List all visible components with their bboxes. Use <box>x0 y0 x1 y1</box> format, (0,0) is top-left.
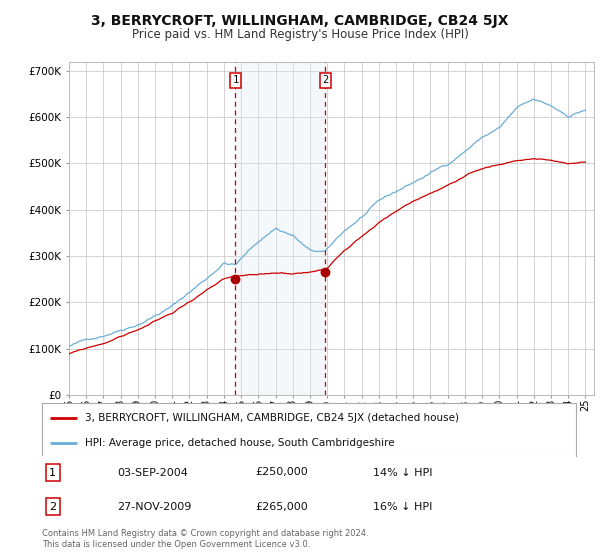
Text: Contains HM Land Registry data © Crown copyright and database right 2024.
This d: Contains HM Land Registry data © Crown c… <box>42 529 368 549</box>
Text: 2: 2 <box>49 502 56 512</box>
Text: 3, BERRYCROFT, WILLINGHAM, CAMBRIDGE, CB24 5JX (detached house): 3, BERRYCROFT, WILLINGHAM, CAMBRIDGE, CB… <box>85 413 459 423</box>
Text: 1: 1 <box>49 468 56 478</box>
Text: £265,000: £265,000 <box>256 502 308 512</box>
Text: 2: 2 <box>322 75 329 85</box>
Text: 14% ↓ HPI: 14% ↓ HPI <box>373 468 433 478</box>
Point <box>230 274 240 283</box>
Text: 1: 1 <box>232 75 239 85</box>
Text: 03-SEP-2004: 03-SEP-2004 <box>117 468 188 478</box>
Text: 3, BERRYCROFT, WILLINGHAM, CAMBRIDGE, CB24 5JX: 3, BERRYCROFT, WILLINGHAM, CAMBRIDGE, CB… <box>91 14 509 28</box>
Text: Price paid vs. HM Land Registry's House Price Index (HPI): Price paid vs. HM Land Registry's House … <box>131 28 469 41</box>
Text: £250,000: £250,000 <box>256 468 308 478</box>
Bar <box>235 62 325 395</box>
Text: HPI: Average price, detached house, South Cambridgeshire: HPI: Average price, detached house, Sout… <box>85 438 394 448</box>
Text: 27-NOV-2009: 27-NOV-2009 <box>117 502 191 512</box>
Point <box>320 268 330 277</box>
Text: 16% ↓ HPI: 16% ↓ HPI <box>373 502 433 512</box>
